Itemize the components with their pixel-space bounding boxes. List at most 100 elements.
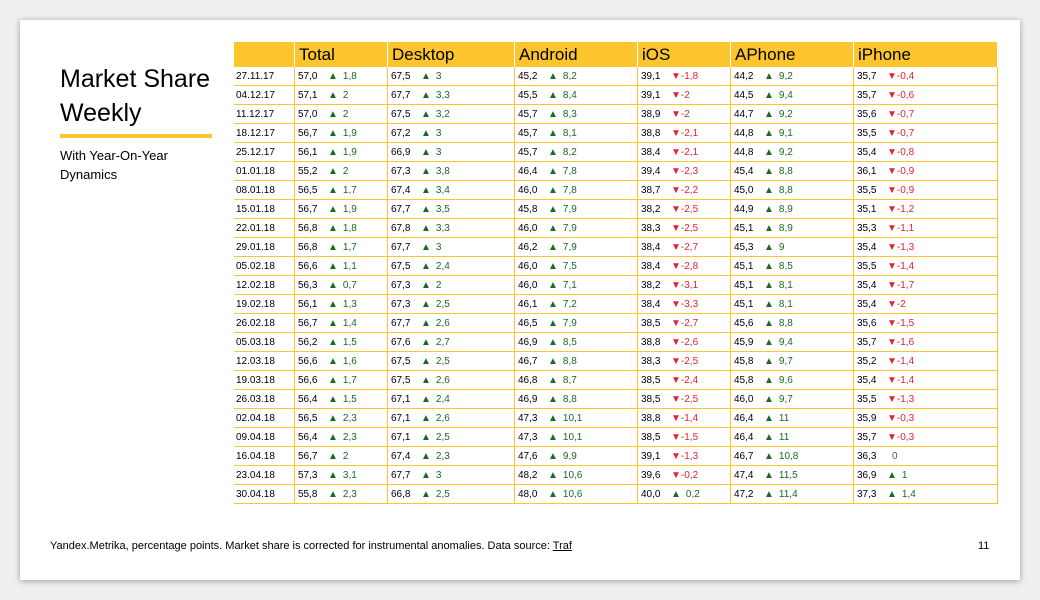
- share-value: 56,4: [298, 431, 318, 443]
- share-value: 35,4: [857, 374, 877, 386]
- share-value: 56,6: [298, 355, 318, 367]
- yoy-delta: 2,6: [435, 374, 450, 386]
- table-row: 01.01.18 55,2 ▲ 2 67,3 ▲ 3,8 46,4 ▲ 7,8 39,4 ▼-2,3 4…: [234, 161, 998, 181]
- triangle-down-icon: ▼: [887, 165, 897, 177]
- table-cell: 45,8 ▲ 7,9: [514, 199, 638, 219]
- table-cell: 47,3 ▲ 10,1: [514, 427, 638, 447]
- table-cell: 35,5 ▼-1,3: [853, 389, 998, 409]
- row-date: 22.01.18: [234, 218, 295, 238]
- triangle-up-icon: ▲: [421, 203, 431, 215]
- table-row: 09.04.18 56,4 ▲ 2,3 67,1 ▲ 2,5 47,3 ▲ 10,1 38,5 ▼-1…: [234, 427, 998, 447]
- triangle-up-icon: ▲: [421, 450, 431, 462]
- table-cell: 35,1 ▼-1,2: [853, 199, 998, 219]
- triangle-up-icon: ▲: [328, 184, 338, 196]
- triangle-up-icon: ▲: [421, 222, 431, 234]
- yoy-delta: 2,4: [435, 393, 450, 405]
- yoy-delta: 2,5: [435, 488, 450, 500]
- share-value: 46,7: [734, 450, 754, 462]
- yoy-delta: 3,2: [435, 108, 450, 120]
- yoy-delta: 3,3: [435, 222, 450, 234]
- share-value: 35,6: [857, 317, 877, 329]
- yoy-delta: -0,7: [896, 127, 915, 139]
- table-cell: 67,5 ▲ 3,2: [387, 104, 515, 124]
- share-value: 35,4: [857, 279, 877, 291]
- yoy-delta: 1,5: [342, 393, 357, 405]
- triangle-up-icon: ▲: [328, 279, 338, 291]
- triangle-down-icon: ▼: [887, 393, 897, 405]
- triangle-up-icon: ▲: [548, 165, 558, 177]
- triangle-up-icon: ▲: [887, 469, 897, 481]
- yoy-delta: -0,9: [896, 184, 915, 196]
- yoy-delta: -2,3: [680, 165, 699, 177]
- triangle-down-icon: ▼: [671, 431, 681, 443]
- triangle-up-icon: ▲: [328, 108, 338, 120]
- yoy-delta: 9,6: [778, 374, 793, 386]
- table-row: 19.03.18 56,6 ▲ 1,7 67,5 ▲ 2,6 46,8 ▲ 8,7 38,5 ▼-2,…: [234, 370, 998, 390]
- share-value: 45,4: [734, 165, 754, 177]
- share-value: 67,2: [391, 127, 411, 139]
- triangle-up-icon: ▲: [421, 355, 431, 367]
- title-underline: [60, 134, 212, 138]
- triangle-down-icon: ▼: [671, 89, 681, 101]
- table-cell: 39,4 ▼-2,3: [637, 161, 731, 181]
- footer-text: Yandex.Metrika, percentage points. Marke…: [50, 540, 553, 552]
- table-cell: 40,0 ▲ 0,2: [637, 484, 731, 504]
- triangle-up-icon: ▲: [421, 374, 431, 386]
- share-value: 67,1: [391, 412, 411, 424]
- share-value: 56,1: [298, 298, 318, 310]
- triangle-down-icon: ▼: [671, 336, 681, 348]
- share-value: 56,7: [298, 203, 318, 215]
- table-cell: 45,7 ▲ 8,3: [514, 104, 638, 124]
- yoy-delta: 8,8: [778, 317, 793, 329]
- share-value: 35,1: [857, 203, 877, 215]
- triangle-up-icon: ▲: [421, 165, 431, 177]
- yoy-delta: -3,1: [680, 279, 699, 291]
- table-cell: 67,2 ▲ 3: [387, 123, 515, 143]
- yoy-delta: 3: [435, 146, 442, 158]
- share-value: 45,8: [734, 374, 754, 386]
- table-cell: 35,7 ▼-0,4: [853, 67, 998, 86]
- triangle-down-icon: ▼: [671, 70, 681, 82]
- triangle-down-icon: ▼: [887, 108, 897, 120]
- table-cell: 67,3 ▲ 3,8: [387, 161, 515, 181]
- triangle-up-icon: ▲: [764, 127, 774, 139]
- share-value: 35,5: [857, 127, 877, 139]
- table-cell: 56,6 ▲ 1,6: [294, 351, 388, 371]
- triangle-up-icon: ▲: [764, 146, 774, 158]
- triangle-down-icon: ▼: [671, 184, 681, 196]
- triangle-down-icon: ▼: [887, 127, 897, 139]
- yoy-delta: -2,1: [680, 127, 699, 139]
- yoy-delta: 3,4: [435, 184, 450, 196]
- yoy-delta: -1,7: [896, 279, 915, 291]
- source-link[interactable]: Traf: [552, 540, 572, 552]
- table-cell: 67,5 ▲ 2,6: [387, 370, 515, 390]
- yoy-delta: 2: [342, 89, 349, 101]
- yoy-delta: -2,1: [680, 146, 699, 158]
- share-value: 47,4: [734, 469, 754, 481]
- share-value: 37,3: [857, 488, 877, 500]
- triangle-down-icon: ▼: [671, 165, 681, 177]
- triangle-up-icon: ▲: [328, 450, 338, 462]
- row-date: 29.01.18: [234, 237, 295, 257]
- header-iphone: iPhone: [853, 42, 998, 67]
- yoy-delta: 0,7: [342, 279, 357, 291]
- page-number: 11: [978, 540, 990, 552]
- table-row: 08.01.18 56,5 ▲ 1,7 67,4 ▲ 3,4 46,0 ▲ 7,8 38,7 ▼-2,…: [234, 180, 998, 200]
- share-value: 38,8: [641, 127, 661, 139]
- triangle-up-icon: ▲: [328, 260, 338, 272]
- yoy-delta: 3,5: [435, 203, 450, 215]
- share-value: 56,6: [298, 260, 318, 272]
- table-cell: 67,5 ▲ 2,4: [387, 256, 515, 276]
- table-cell: 56,6 ▲ 1,1: [294, 256, 388, 276]
- table-cell: 45,2 ▲ 8,2: [514, 67, 638, 86]
- share-value: 46,7: [518, 355, 538, 367]
- triangle-up-icon: ▲: [764, 165, 774, 177]
- table-cell: 56,5 ▲ 1,7: [294, 180, 388, 200]
- share-value: 57,3: [298, 469, 318, 481]
- triangle-up-icon: ▲: [421, 260, 431, 272]
- header-total: Total: [294, 42, 388, 67]
- triangle-up-icon: ▲: [548, 393, 558, 405]
- share-value: 56,7: [298, 450, 318, 462]
- table-cell: 67,7 ▲ 3,5: [387, 199, 515, 219]
- share-value: 35,4: [857, 241, 877, 253]
